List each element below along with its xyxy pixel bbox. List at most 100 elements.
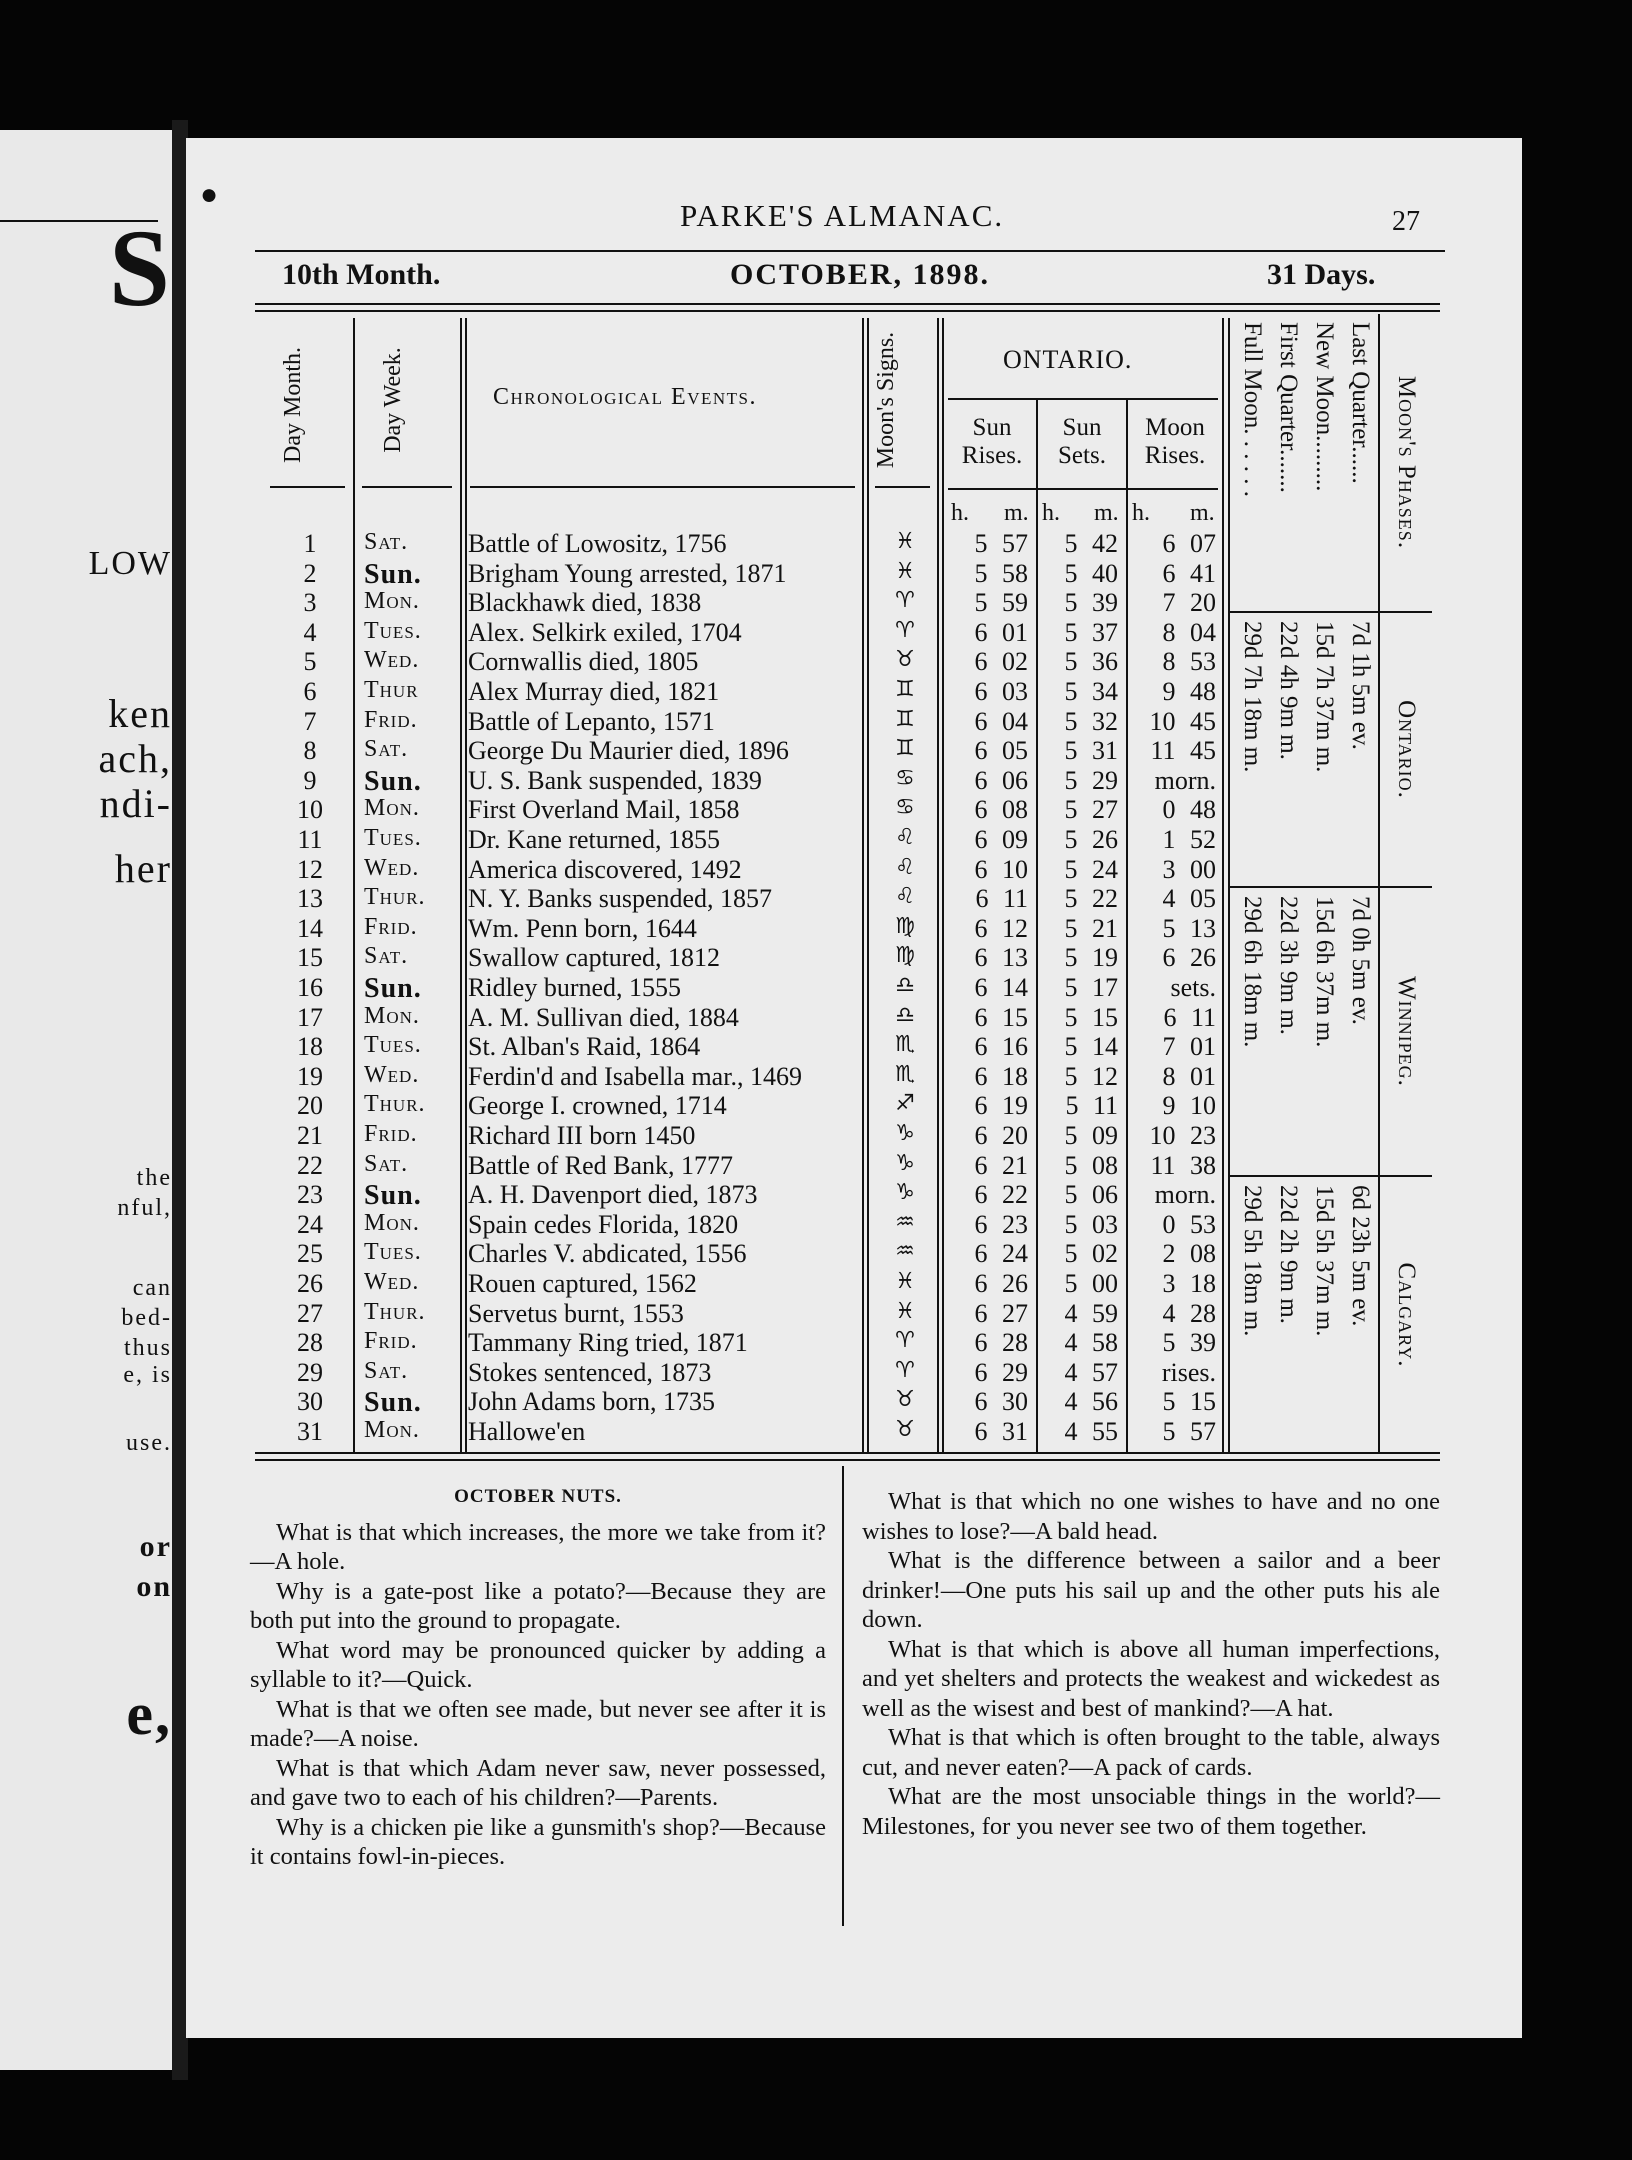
- event: Charles V. abdicated, 1556: [468, 1239, 747, 1269]
- moon-rises: 9 10: [1162, 1091, 1217, 1121]
- event: N. Y. Banks suspended, 1857: [468, 884, 773, 914]
- header-bottom-rule: [948, 488, 1218, 490]
- libra-icon: ♎: [895, 973, 915, 998]
- col-header-moon-rises: Moon Rises.: [1144, 414, 1206, 469]
- sun-sets: 5 37: [1064, 617, 1119, 647]
- sun-sets: 5 27: [1064, 795, 1119, 825]
- moon-rises: 5 13: [1162, 913, 1217, 943]
- sun-sets: 5 19: [1064, 943, 1119, 973]
- phase-label: New Moon.........: [1311, 322, 1338, 492]
- riddle: What is that which Adam never saw, never…: [250, 1754, 826, 1812]
- moon-phases-winnipeg: Winnipeg. 7d 0h 5m ev. 15d 6h 37m m. 22d…: [1230, 888, 1432, 1177]
- table-bottom-rule-2: [255, 1459, 1440, 1461]
- phase-time: 15d 5h 37m m.: [1311, 1185, 1338, 1337]
- event: Blackhawk died, 1838: [468, 588, 702, 618]
- sun-sets: 5 31: [1064, 736, 1119, 766]
- col-divider: [1222, 318, 1224, 1454]
- day-of-week: Sat.: [364, 943, 409, 970]
- moon-rises: 11 45: [1150, 736, 1216, 766]
- sun-rises: 6 29: [974, 1357, 1029, 1387]
- header-bottom-rule: [470, 486, 855, 488]
- day-of-month: 21: [297, 1121, 323, 1150]
- day-of-month: 9: [303, 765, 317, 795]
- cancer-icon: ♋: [895, 765, 915, 791]
- virgo-icon: ♍: [895, 913, 915, 939]
- fragment-text: ach,: [98, 736, 172, 781]
- day-of-week: Sun.: [364, 558, 422, 590]
- gemini-icon: ♊: [895, 736, 915, 762]
- day-of-month: 5: [303, 647, 317, 677]
- leo-icon: ♌: [895, 854, 915, 880]
- aries-icon: ♈: [895, 588, 915, 614]
- day-of-month: 12: [297, 854, 323, 884]
- riddle: What is that which no one wishes to have…: [862, 1488, 1440, 1545]
- sun-rises: 6 22: [974, 1180, 1029, 1210]
- moon-rises: 7 01: [1162, 1032, 1217, 1062]
- moon-phases-calgary: Calgary. 6d 23h 5m ev. 15d 5h 37m m. 22d…: [1230, 1177, 1432, 1453]
- moon-rises: 5 15: [1162, 1387, 1217, 1417]
- header-bottom-rule: [362, 486, 452, 488]
- day-of-month: 16: [297, 973, 323, 1002]
- phase-label: Last Quarter......: [1347, 322, 1374, 484]
- sun-rises: 5 57: [974, 529, 1029, 558]
- day-of-week: Tues.: [364, 1239, 422, 1266]
- sun-rises: 6 20: [974, 1121, 1029, 1150]
- event: Battle of Red Bank, 1777: [468, 1150, 734, 1180]
- unit-label-m: m.: [1190, 500, 1215, 526]
- sun-sets: 5 26: [1064, 825, 1119, 854]
- region-name: Ontario.: [1378, 613, 1432, 886]
- event: George Du Maurier died, 1896: [468, 736, 789, 766]
- capricorn-icon: ♑: [895, 1150, 915, 1176]
- libra-icon: ♎: [895, 1002, 915, 1028]
- sun-rises: 5 58: [974, 558, 1029, 588]
- day-of-week: Wed.: [364, 647, 420, 674]
- sun-sets: 5 00: [1064, 1269, 1119, 1298]
- event: Ridley burned, 1555: [468, 973, 682, 1002]
- day-of-week: Frid.: [364, 706, 418, 733]
- sun-rises: 6 27: [974, 1298, 1029, 1328]
- day-of-week: Sun.: [364, 765, 422, 797]
- fragment-text: the: [136, 1165, 172, 1191]
- day-of-month: 27: [297, 1298, 323, 1328]
- moon-phases-labels: Moon's Phases. Last Quarter...... New Mo…: [1230, 314, 1432, 613]
- sun-sets: 5 08: [1064, 1150, 1119, 1180]
- moon-phases-title: Moon's Phases.: [1378, 314, 1432, 611]
- almanac-page: [186, 138, 1522, 2038]
- event: Richard III born 1450: [468, 1121, 696, 1150]
- sun-rises: 6 03: [974, 677, 1029, 706]
- event: A. M. Sullivan died, 1884: [468, 1002, 739, 1032]
- day-of-week: Frid.: [364, 1121, 418, 1147]
- event: Alex. Selkirk exiled, 1704: [468, 617, 742, 647]
- scorpio-icon: ♏: [895, 1032, 915, 1058]
- event: First Overland Mail, 1858: [468, 795, 740, 825]
- fragment-text: can: [132, 1275, 172, 1301]
- sun-rises: 6 30: [974, 1387, 1029, 1417]
- day-of-month: 25: [297, 1239, 323, 1269]
- col-divider: [460, 318, 462, 1454]
- sun-sets: 5 11: [1065, 1091, 1118, 1121]
- taurus-icon: ♉: [895, 1417, 915, 1442]
- day-of-month: 7: [303, 706, 317, 736]
- sun-sets: 5 03: [1064, 1209, 1119, 1239]
- sun-sets: 5 42: [1064, 529, 1119, 558]
- phase-time: 22d 3h 9m m.: [1275, 896, 1302, 1035]
- day-of-week: Mon.: [364, 1002, 420, 1029]
- day-of-week: Wed.: [364, 1269, 420, 1295]
- aquarius-icon: ♒: [895, 1209, 915, 1235]
- riddle: What is that which increases, the more w…: [250, 1518, 826, 1576]
- moon-rises: rises.: [1161, 1357, 1216, 1387]
- day-of-month: 20: [297, 1091, 323, 1121]
- day-of-month: 17: [297, 1002, 323, 1032]
- virgo-icon: ♍: [895, 943, 915, 969]
- fragment-text: or: [139, 1530, 172, 1563]
- adjacent-page-fragment: S LOW ken ach, ndi-her the nful, can bed-thus e, …: [0, 130, 178, 2070]
- event: A. H. Davenport died, 1873: [468, 1180, 758, 1210]
- riddle: What is that which is above all human im…: [862, 1635, 1440, 1722]
- day-of-week: Sun.: [364, 973, 422, 1004]
- col-header-day-week: Day Week.: [380, 347, 406, 453]
- sun-rises: 6 23: [974, 1209, 1029, 1239]
- sun-rises: 6 18: [974, 1061, 1029, 1091]
- phase-time: 22d 2h 9m m.: [1275, 1185, 1302, 1324]
- sun-rises: 6 12: [974, 913, 1029, 943]
- event: Battle of Lowositz, 1756: [468, 529, 727, 558]
